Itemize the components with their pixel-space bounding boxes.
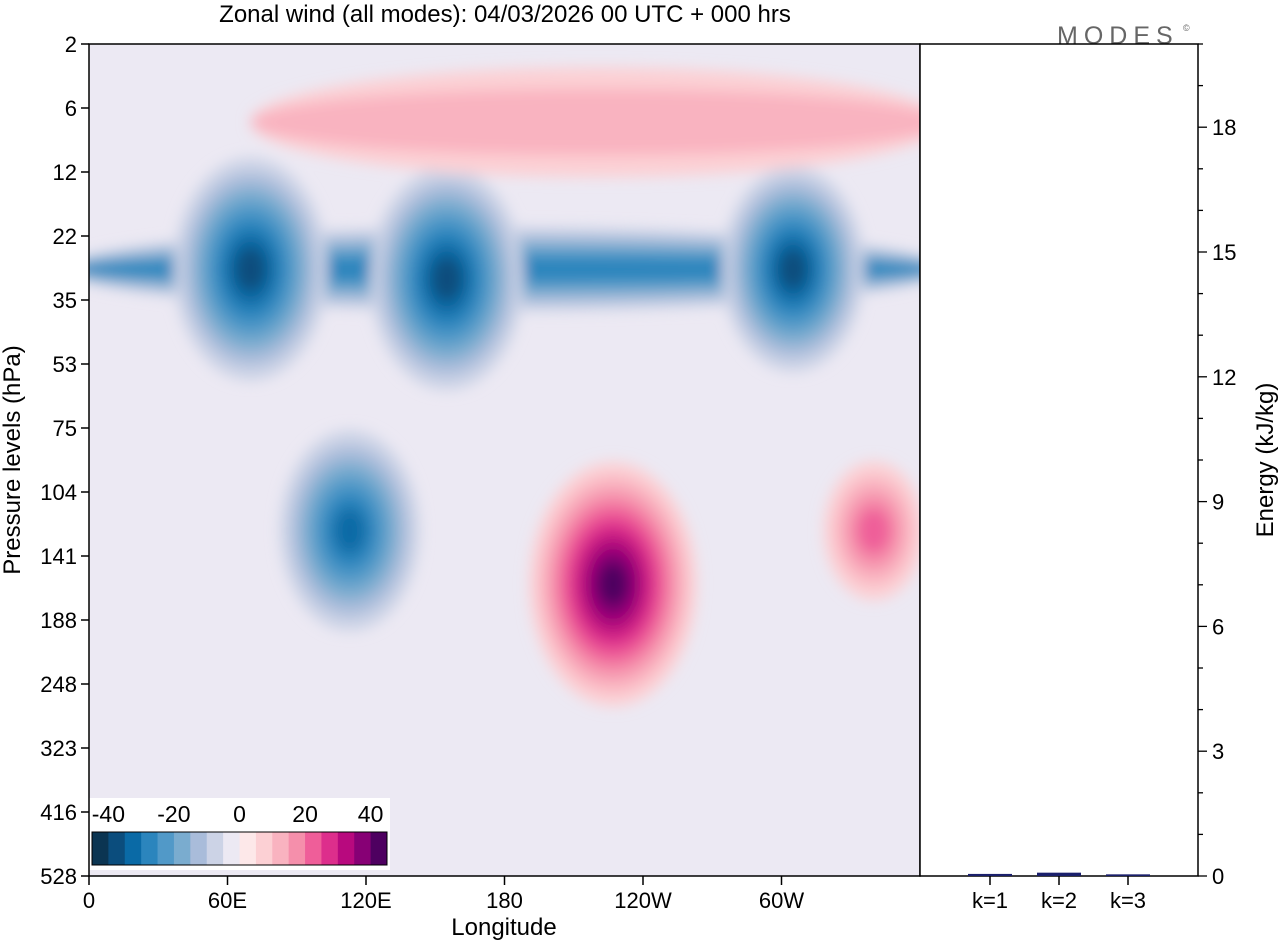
energy-category-label: k=3 — [1110, 888, 1146, 913]
colorbar-swatch — [255, 832, 273, 865]
colorbar-tick-label: -40 — [92, 801, 125, 827]
chart-title: Zonal wind (all modes): 04/03/2026 00 UT… — [219, 1, 791, 28]
colorbar-swatch — [173, 832, 191, 865]
colorbar-swatch — [141, 832, 158, 865]
colorbar-swatch — [239, 832, 257, 865]
energy-bar — [1037, 872, 1081, 876]
energy-tick-label: 9 — [1212, 490, 1224, 515]
colorbar-swatch — [305, 832, 322, 865]
energy-category-axis: k=1 k=2 k=3 — [972, 876, 1146, 913]
colorbar-swatch — [92, 832, 109, 865]
colorbar-tick-label: -20 — [157, 801, 190, 827]
longitude-tick-label: 60W — [759, 888, 804, 913]
colorbar-swatch — [354, 832, 372, 865]
field-contour-6-8 — [598, 562, 628, 606]
pressure-tick-label: 6 — [65, 96, 77, 121]
energy-tick-label: 12 — [1212, 365, 1236, 390]
colorbar-frame — [91, 831, 388, 866]
field-contour-2-7 — [431, 256, 463, 302]
wind-field — [89, 44, 920, 876]
colorbar-swatch — [108, 832, 126, 865]
longitude-tick-label: 60E — [208, 888, 247, 913]
colorbar-tick-label: 40 — [358, 801, 384, 827]
colorbar-swatch — [321, 832, 339, 865]
energy-bar — [1106, 874, 1150, 876]
colorbar: -40 -20 0 20 40 — [89, 798, 390, 870]
field-contour-7-4 — [857, 507, 891, 554]
pressure-tick-label: 53 — [53, 352, 77, 377]
pressure-tick-label: 22 — [53, 224, 77, 249]
field-contour-1-7 — [235, 246, 266, 292]
energy-tick-label: 0 — [1212, 864, 1224, 889]
energy-tick-label: 3 — [1212, 739, 1224, 764]
longitude-tick-label: 120W — [614, 888, 672, 913]
field-contour-5-6 — [333, 507, 366, 554]
pressure-tick-label: 2 — [65, 32, 77, 57]
pressure-tick-label: 416 — [40, 800, 77, 825]
energy-axis-label: Energy (kJ/kg) — [1252, 383, 1279, 538]
pressure-tick-label: 141 — [40, 544, 77, 569]
colorbar-swatch — [190, 832, 208, 865]
field-contour-4-2 — [250, 89, 920, 156]
colorbar-tick-label: 20 — [292, 801, 318, 827]
colorbar-tick-label: 0 — [233, 801, 246, 827]
energy-axis: 0 3 6 9 12 15 18 — [1198, 43, 1236, 889]
colorbar-swatch — [337, 832, 355, 865]
longitude-tick-label: 120E — [340, 888, 391, 913]
colorbar-swatch — [157, 832, 175, 865]
longitude-tick-label: 0 — [83, 888, 95, 913]
y-axis-label: Pressure levels (hPa) — [0, 345, 26, 574]
field-smooth-layer — [89, 67, 920, 707]
x-axis-label: Longitude — [451, 914, 556, 941]
colorbar-swatch — [223, 832, 240, 865]
pressure-axis: 2 6 12 22 35 53 75 104 141 188 248 323 416 528 — [40, 32, 89, 889]
energy-tick-label: 6 — [1212, 614, 1224, 639]
longitude-tick-label: 180 — [486, 888, 523, 913]
pressure-tick-label: 188 — [40, 608, 77, 633]
pressure-tick-label: 528 — [40, 864, 77, 889]
colorbar-swatch — [370, 832, 388, 865]
longitude-axis: 0 60E 120E 180 120W 60W — [83, 876, 804, 913]
energy-bar — [968, 873, 1012, 876]
brand-mark: © — [1183, 23, 1190, 33]
energy-bars — [968, 872, 1150, 876]
pressure-tick-label: 35 — [53, 288, 77, 313]
colorbar-swatch — [272, 832, 290, 865]
pressure-tick-label: 104 — [40, 480, 77, 505]
pressure-tick-label: 323 — [40, 736, 77, 761]
field-contours — [89, 67, 920, 707]
pressure-tick-label: 75 — [53, 416, 77, 441]
pressure-tick-label: 12 — [53, 160, 77, 185]
energy-category-label: k=1 — [972, 888, 1008, 913]
colorbar-swatch — [288, 832, 306, 865]
colorbar-swatch — [206, 832, 224, 865]
field-contour-3-7 — [778, 248, 808, 290]
energy-panel-frame — [919, 43, 1199, 877]
colorbar-swatch — [124, 832, 142, 865]
energy-tick-label: 18 — [1212, 115, 1236, 140]
energy-category-label: k=2 — [1041, 888, 1077, 913]
energy-tick-label: 15 — [1212, 240, 1236, 265]
pressure-tick-label: 248 — [40, 672, 77, 697]
